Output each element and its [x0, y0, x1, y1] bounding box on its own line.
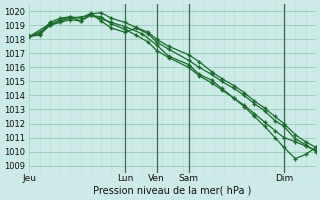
X-axis label: Pression niveau de la mer( hPa ): Pression niveau de la mer( hPa ) [93, 186, 252, 196]
